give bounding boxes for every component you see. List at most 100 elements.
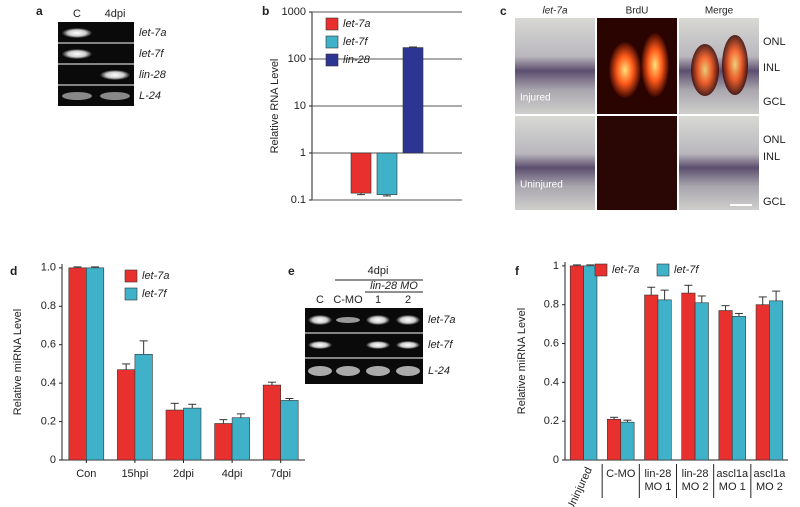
y-axis-label: Relative miRNA Level	[516, 308, 528, 414]
gel-band	[62, 28, 92, 38]
bar	[117, 369, 136, 461]
gel-band	[366, 366, 390, 376]
error-bar	[219, 419, 228, 424]
x-tick-label: 7dpi	[270, 468, 291, 480]
error-bar	[586, 264, 595, 266]
y-tick-label: 1	[553, 260, 559, 272]
band-label: L-24	[139, 90, 161, 102]
error-bar	[188, 403, 197, 409]
legend-label: let-7f	[343, 36, 368, 48]
y-tick-label: 0.2	[41, 415, 56, 427]
lane-label: 1	[375, 294, 381, 306]
legend-swatch	[656, 263, 670, 277]
y-tick-label: 1000	[282, 6, 306, 18]
column-label: BrdU	[626, 6, 649, 17]
image	[641, 33, 669, 97]
micrograph-c: let-7a BrdU Merge Injured Uninjured ONL …	[515, 6, 786, 210]
column-label: let-7a	[542, 6, 567, 17]
error-bar	[684, 284, 693, 294]
y-tick-label: 0.8	[544, 299, 559, 311]
bar	[583, 265, 598, 461]
y-tick-label: 10	[294, 100, 306, 112]
bar	[569, 265, 584, 461]
bar	[657, 299, 672, 461]
error-bar	[623, 419, 632, 423]
x-tick-label: ascl1a	[716, 468, 749, 480]
bar	[262, 384, 282, 461]
error-bar	[267, 381, 276, 386]
error-bar	[409, 46, 417, 48]
x-tick-label: lin-28	[682, 468, 709, 480]
panel-label: e	[288, 264, 295, 278]
gel-e: 4dpi lin-28 MO C C-MO 1 2 let-7a let-7f …	[305, 265, 456, 384]
x-tick-label: 15hpi	[121, 468, 148, 480]
x-tick-label: 2dpi	[173, 468, 194, 480]
y-tick-label: 0.6	[544, 337, 559, 349]
layer-label: INL	[763, 62, 780, 74]
error-bar	[647, 286, 656, 295]
legend-label: let-7f	[674, 264, 699, 276]
lane-label: C	[316, 294, 324, 306]
bar	[134, 354, 153, 461]
error-bar	[170, 402, 179, 411]
band-label: L-24	[428, 365, 450, 377]
legend-label: let-7a	[343, 18, 371, 30]
bar	[231, 417, 250, 461]
y-tick-label: 1.0	[41, 262, 56, 274]
bar	[644, 294, 659, 461]
lane-label: C-MO	[333, 294, 363, 306]
image	[722, 35, 748, 95]
lane-label: 4dpi	[105, 8, 126, 20]
error-bar	[758, 296, 767, 305]
band-label: let-7f	[428, 339, 453, 351]
x-tick-label: 4dpi	[222, 468, 243, 480]
image	[679, 116, 759, 210]
bar	[718, 310, 733, 461]
image	[597, 116, 677, 210]
lane-label: C	[73, 8, 81, 20]
layer-label: INL	[763, 151, 780, 163]
lane-label: 2	[405, 294, 411, 306]
bar	[755, 304, 770, 461]
bar	[68, 267, 87, 461]
layer-label: GCL	[763, 196, 786, 208]
bar	[607, 418, 622, 461]
legend-swatch	[325, 17, 339, 31]
panel-label: c	[500, 4, 507, 18]
bar	[769, 300, 784, 461]
bar	[376, 152, 398, 195]
image	[515, 116, 595, 210]
error-bar	[73, 266, 82, 268]
image	[609, 42, 641, 98]
column-label: Merge	[705, 6, 734, 17]
layer-label: ONL	[763, 134, 786, 146]
y-tick-label: 0.2	[544, 415, 559, 427]
layer-label: GCL	[763, 96, 786, 108]
gel-band	[336, 366, 360, 376]
y-tick-label: 0	[553, 454, 559, 466]
layer-label: ONL	[763, 36, 786, 48]
image	[691, 44, 719, 96]
x-tick-label: MO 1	[644, 481, 671, 493]
gel-band	[100, 92, 130, 100]
gel-band	[62, 92, 92, 100]
y-axis-label: Relative RNA Level	[269, 59, 281, 154]
error-bar	[236, 413, 245, 418]
bar	[165, 409, 184, 461]
gel-band	[100, 70, 130, 80]
bar	[280, 400, 299, 461]
image	[515, 18, 595, 114]
y-tick-label: 0.1	[291, 194, 306, 206]
band-label: let-7f	[139, 48, 164, 60]
y-tick-label: 0.4	[41, 377, 56, 389]
error-bar	[772, 290, 781, 301]
band-label: let-7a	[428, 314, 456, 326]
error-bar	[721, 305, 730, 311]
y-tick-label: 0	[50, 454, 56, 466]
row-label: Uninjured	[520, 180, 563, 191]
error-bar	[610, 416, 619, 420]
gel-a: C 4dpi let-7a let-7f lin-28 L-24	[58, 8, 167, 106]
x-tick-label: MO 2	[756, 481, 783, 493]
gel-band	[396, 366, 420, 376]
